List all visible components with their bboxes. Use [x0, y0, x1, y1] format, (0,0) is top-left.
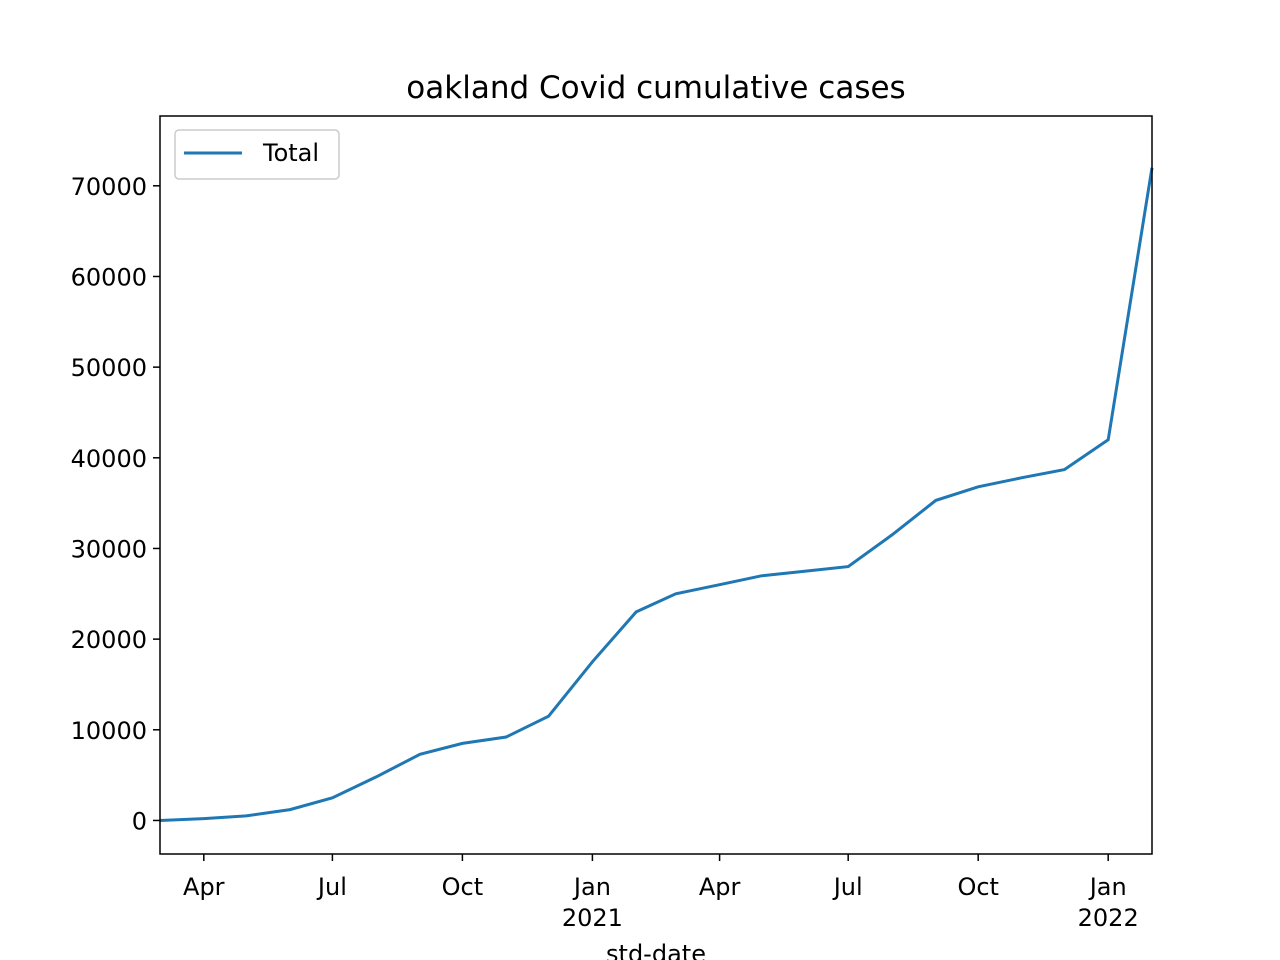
x-tick-label: Jul: [316, 873, 347, 901]
y-tick-label: 40000: [71, 445, 147, 473]
legend-label: Total: [262, 139, 319, 167]
y-tick-label: 30000: [71, 535, 147, 563]
x-tick-label: Jul: [832, 873, 863, 901]
x-tick-label: Oct: [442, 873, 484, 901]
x-axis-label: std-date: [606, 940, 706, 960]
y-tick-label: 10000: [71, 717, 147, 745]
y-tick-label: 0: [132, 807, 147, 835]
legend: Total: [174, 129, 340, 180]
x-tick-label: Jan 2022: [1078, 873, 1139, 932]
x-tick-label: Apr: [183, 873, 225, 901]
legend-box: [174, 129, 340, 180]
x-tick-label: Jan 2021: [562, 873, 623, 932]
y-tick-label: 70000: [71, 173, 147, 201]
y-tick-label: 50000: [71, 354, 147, 382]
line: [159, 167, 1154, 822]
y-tick-label: 60000: [71, 263, 147, 291]
plot-frame: [159, 115, 1153, 855]
x-tick-label: Apr: [699, 873, 741, 901]
x-tick-label: Oct: [957, 873, 999, 901]
y-tick-label: 20000: [71, 626, 147, 654]
chart-title: oakland Covid cumulative cases: [406, 70, 905, 106]
